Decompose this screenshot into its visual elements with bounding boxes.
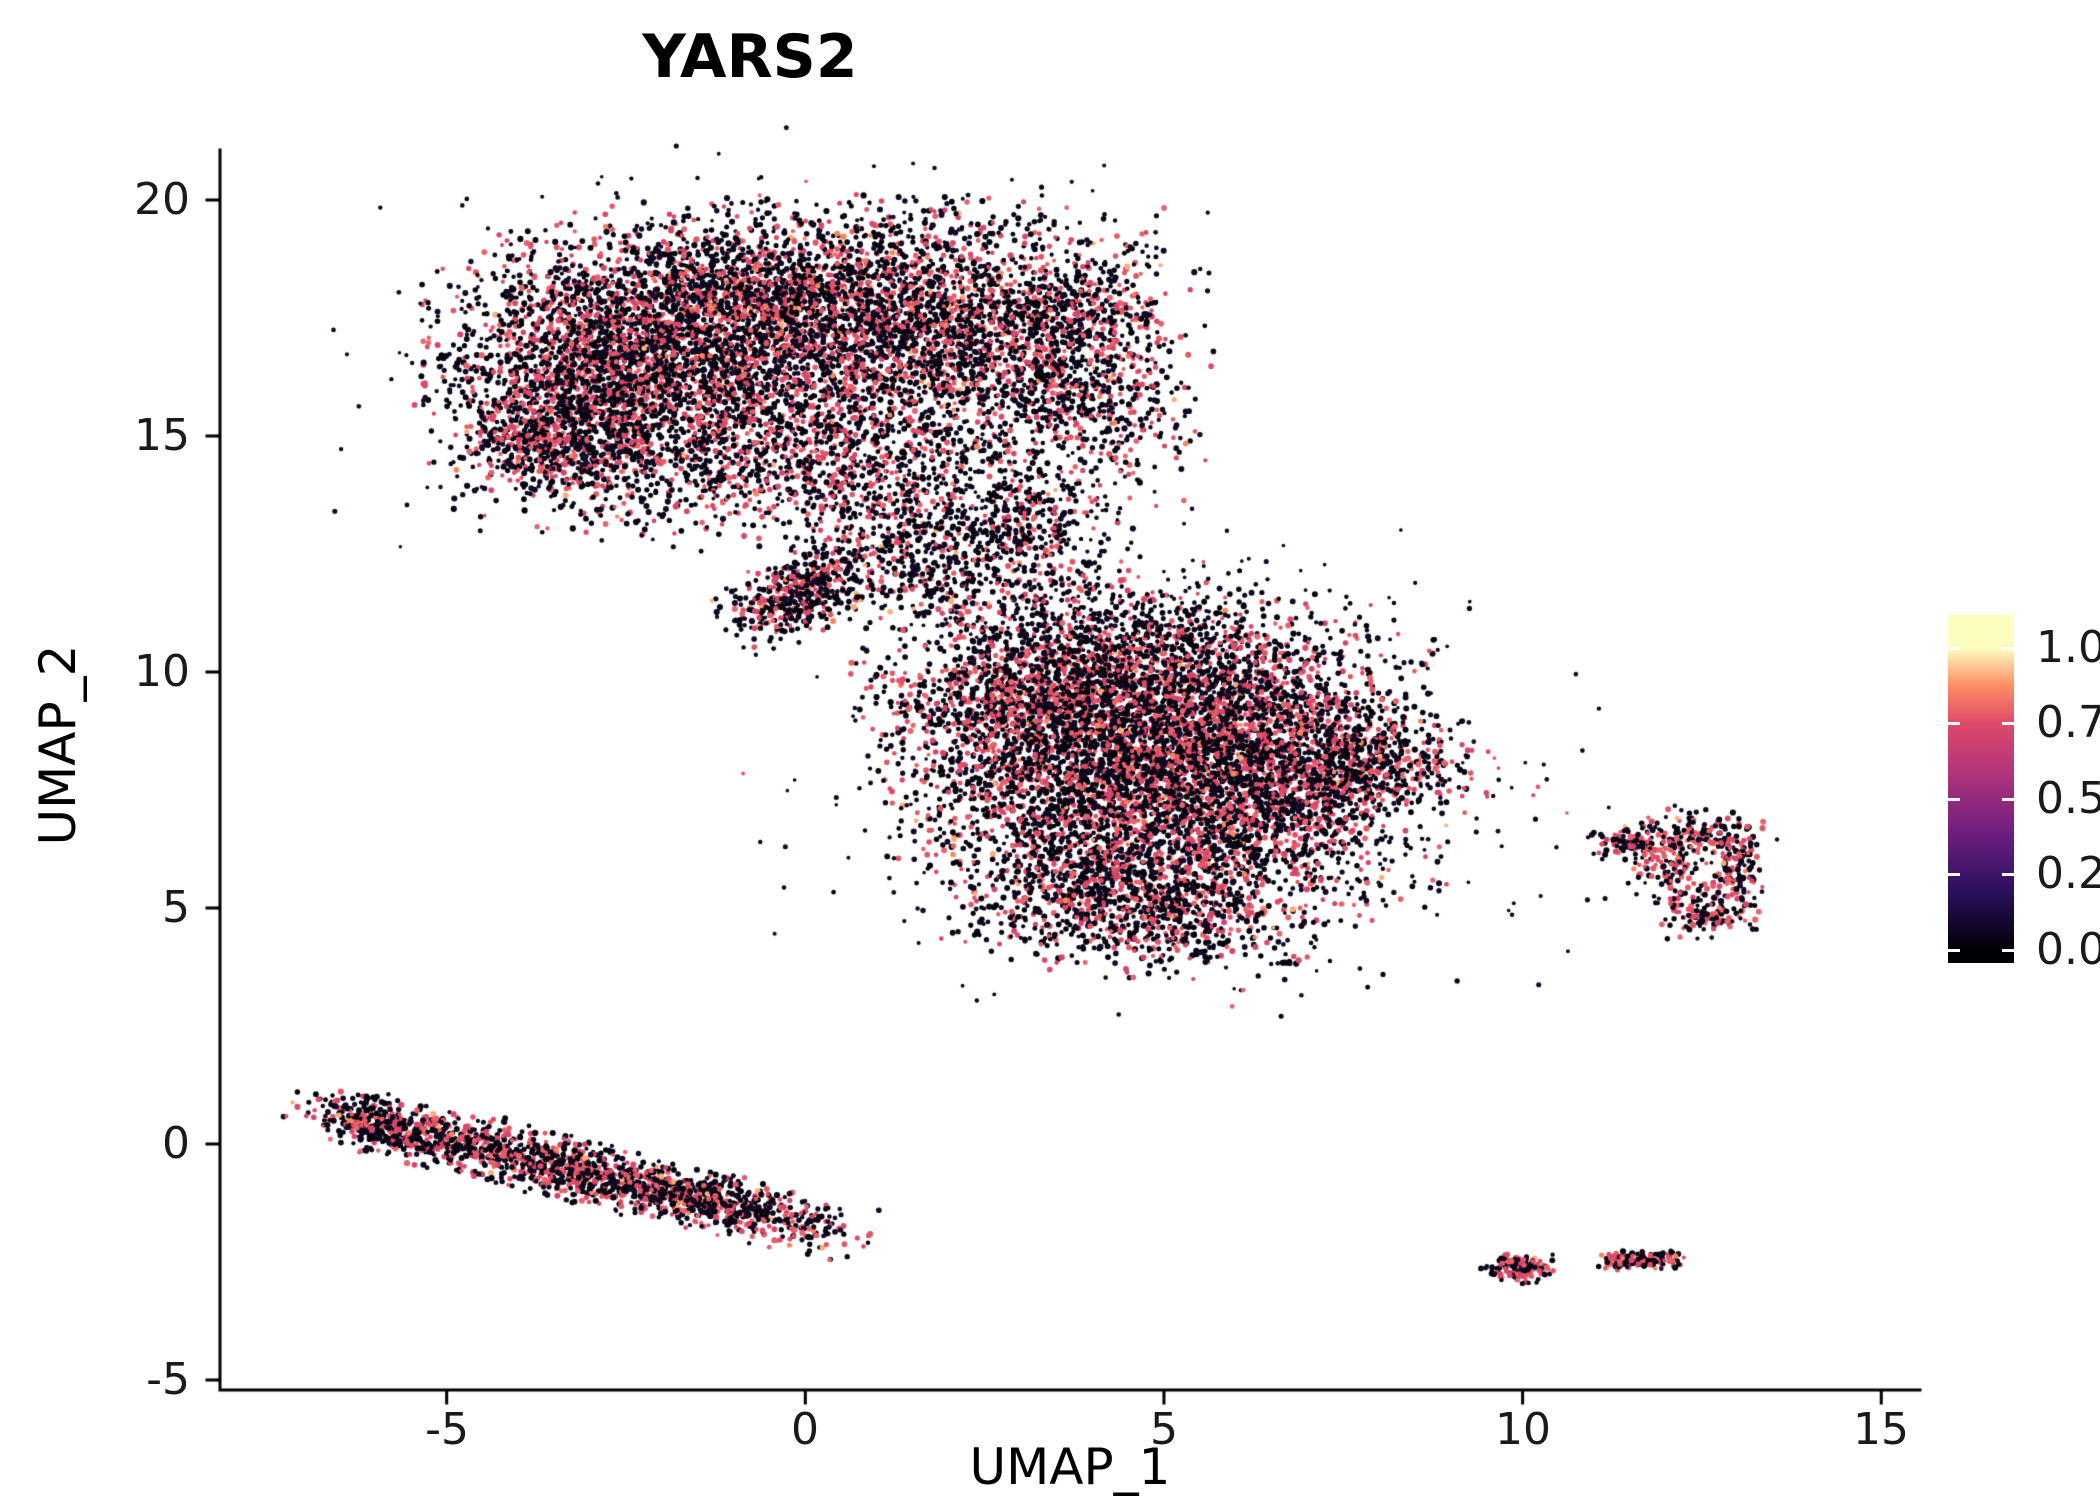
colorbar-tickmark [2002,873,2014,876]
colorbar-tick-label: 0.00 [2036,924,2100,975]
colorbar-tick-label: 0.50 [2036,773,2100,824]
y-axis-label: UMAP_2 [29,644,87,846]
colorbar-tickmark [2002,948,2014,952]
colorbar-tickmark [2002,646,2014,650]
y-tick-label: 15 [134,410,190,461]
x-tick-label: 5 [1150,1404,1178,1455]
colorbar-gradient [1948,615,2014,963]
colorbar-tick-label: 0.75 [2036,697,2100,748]
x-tick-label: 0 [791,1404,819,1455]
x-tick-label: -5 [425,1404,469,1455]
x-tick-label: 10 [1495,1404,1551,1455]
colorbar-tickmark [2002,722,2014,725]
y-tick-label: -5 [146,1354,190,1405]
colorbar-tickmark [1948,646,1960,650]
y-tick-label: 20 [134,174,190,225]
colorbar-tickmark [1948,873,1960,876]
colorbar-tickmark [1948,948,1960,952]
colorbar-tickmark [2002,797,2014,801]
colorbar-tick-label: 1.00 [2036,622,2100,673]
colorbar-tick-label: 0.25 [2036,848,2100,899]
colorbar-tickmark [1948,797,1960,801]
y-tick-label: 0 [162,1118,190,1169]
y-tick-label: 5 [162,882,190,933]
x-tick-label: 15 [1853,1404,1909,1455]
colorbar-tickmark [1948,722,1960,725]
x-axis-label: UMAP_1 [969,1438,1171,1496]
plot-title: YARS2 [642,22,858,92]
y-tick-label: 10 [134,646,190,697]
